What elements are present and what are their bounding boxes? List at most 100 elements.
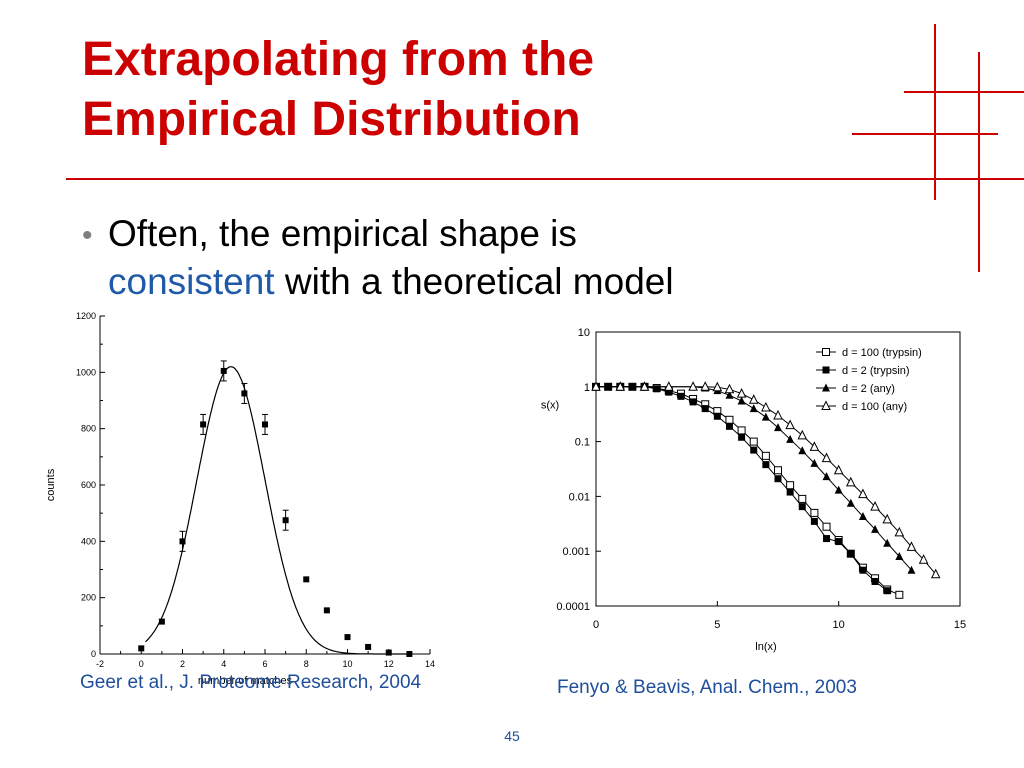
series-0 bbox=[592, 382, 904, 599]
x-tick-label: 14 bbox=[425, 659, 435, 669]
title-line-2: Empirical Distribution bbox=[82, 93, 581, 146]
slide-title: Extrapolating from the Empirical Distrib… bbox=[82, 30, 842, 150]
open-square-marker bbox=[822, 522, 831, 531]
plot-frame bbox=[595, 331, 961, 607]
filled-square-marker bbox=[822, 366, 830, 374]
open-square-marker bbox=[822, 348, 830, 356]
decor-hline-2 bbox=[852, 133, 998, 135]
open-triangle-marker bbox=[663, 381, 674, 391]
series-line bbox=[596, 386, 888, 592]
series-line bbox=[596, 386, 900, 596]
filled-square-marker bbox=[810, 517, 818, 525]
filled-square-marker bbox=[725, 422, 733, 430]
y-tick-label: 1200 bbox=[76, 311, 96, 321]
filled-square-marker bbox=[859, 566, 867, 574]
y-tick-label: 0.01 bbox=[569, 491, 590, 503]
citation-left: Geer et al., J. Proteome Research, 2004 bbox=[80, 672, 422, 693]
decor-vline-1 bbox=[934, 24, 936, 200]
x-tick-label: 10 bbox=[833, 619, 845, 631]
x-tick-label: 10 bbox=[342, 659, 352, 669]
data-point bbox=[158, 618, 165, 625]
y-tick-label: 600 bbox=[81, 480, 96, 490]
data-point bbox=[303, 576, 310, 583]
open-triangle-marker bbox=[688, 381, 698, 391]
open-triangle-marker bbox=[797, 429, 808, 440]
open-triangle-marker bbox=[870, 501, 880, 511]
open-triangle-marker bbox=[858, 488, 868, 499]
x-tick-label: 0 bbox=[139, 659, 144, 669]
open-square-marker bbox=[749, 437, 758, 446]
open-triangle-marker bbox=[615, 381, 626, 391]
y-axis-label: counts bbox=[45, 468, 57, 501]
series-3 bbox=[591, 381, 941, 579]
data-point bbox=[262, 421, 268, 428]
open-triangle-marker bbox=[773, 409, 783, 420]
filled-triangle-marker bbox=[786, 434, 795, 443]
x-tick-label: -2 bbox=[96, 659, 104, 669]
filled-triangle-marker bbox=[725, 390, 734, 399]
legend-label: d = 100 (trypsin) bbox=[842, 347, 922, 359]
filled-triangle-marker bbox=[761, 412, 770, 421]
y-tick-label: 0 bbox=[91, 649, 96, 659]
filled-square-marker bbox=[823, 535, 831, 543]
filled-square-marker bbox=[871, 577, 879, 585]
series-1 bbox=[592, 383, 891, 595]
y-tick-label: 400 bbox=[81, 536, 96, 546]
decor-vline-2 bbox=[978, 52, 980, 272]
x-axis-label: number of matches bbox=[198, 675, 293, 687]
y-tick-label: 0.0001 bbox=[556, 601, 590, 613]
data-point bbox=[406, 651, 413, 657]
filled-triangle-marker bbox=[846, 498, 855, 507]
filled-square-marker bbox=[689, 398, 697, 406]
open-triangle-marker bbox=[700, 381, 711, 391]
x-tick-label: 4 bbox=[221, 659, 226, 669]
open-triangle-marker bbox=[639, 381, 650, 391]
filled-triangle-marker bbox=[810, 458, 819, 467]
filled-triangle-marker bbox=[774, 423, 782, 432]
y-tick-label: 1 bbox=[584, 382, 590, 394]
x-tick-label: 0 bbox=[593, 619, 599, 631]
filled-triangle-marker bbox=[895, 552, 904, 561]
filled-square-marker bbox=[701, 405, 709, 413]
filled-square-marker bbox=[774, 475, 782, 483]
data-point bbox=[385, 649, 392, 656]
data-point bbox=[365, 643, 372, 650]
data-point bbox=[220, 367, 227, 374]
filled-triangle-marker bbox=[822, 472, 831, 481]
filled-square-marker bbox=[835, 538, 843, 546]
citation-right: Fenyo & Beavis, Anal. Chem., 2003 bbox=[557, 677, 857, 698]
y-tick-label: 10 bbox=[578, 327, 590, 339]
legend: d = 100 (trypsin) d = 2 (trypsin) d = 2 (a… bbox=[816, 347, 922, 413]
bullet-text-part1: Often, the empirical shape is bbox=[108, 213, 577, 254]
filled-square-marker bbox=[786, 488, 794, 496]
filled-triangle-marker bbox=[834, 485, 843, 494]
filled-triangle-marker bbox=[858, 511, 867, 520]
filled-triangle-marker bbox=[822, 383, 830, 392]
y-tick-label: 1000 bbox=[76, 367, 96, 377]
open-triangle-marker bbox=[833, 464, 844, 475]
filled-square-marker bbox=[713, 412, 721, 420]
open-triangle-marker bbox=[930, 568, 941, 579]
bullet-highlight: consistent bbox=[108, 261, 275, 302]
bullet-dot-icon: • bbox=[82, 219, 93, 252]
open-square-marker bbox=[737, 426, 746, 435]
legend-label: d = 100 (any) bbox=[842, 401, 907, 413]
open-triangle-marker bbox=[748, 394, 759, 404]
filled-triangle-marker bbox=[871, 524, 880, 533]
open-square-marker bbox=[761, 451, 770, 460]
open-square-marker bbox=[798, 494, 807, 503]
y-tick-label: 200 bbox=[81, 593, 96, 603]
data-point bbox=[344, 634, 351, 641]
y-tick-label: 0.001 bbox=[562, 546, 590, 558]
filled-square-marker bbox=[665, 388, 673, 396]
filled-triangle-marker bbox=[749, 404, 758, 413]
bullet-text-part2: with a theoretical model bbox=[274, 261, 674, 302]
open-triangle-marker bbox=[845, 476, 856, 487]
filled-square-marker bbox=[847, 550, 855, 558]
open-square-marker bbox=[786, 481, 795, 490]
filled-square-marker bbox=[653, 385, 661, 393]
x-tick-label: 15 bbox=[954, 619, 966, 631]
open-triangle-marker bbox=[761, 401, 771, 412]
